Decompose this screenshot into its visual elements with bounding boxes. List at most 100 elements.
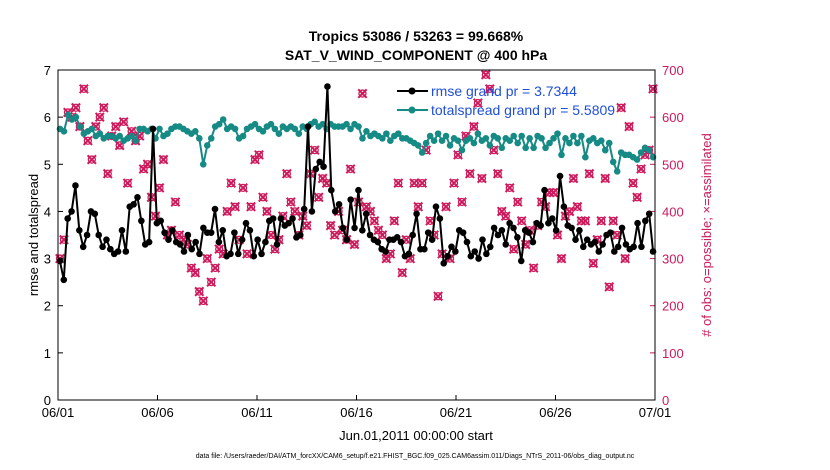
rmse-point	[405, 250, 413, 258]
rmse-point	[432, 203, 440, 211]
totalspread-point	[570, 132, 577, 140]
obs-assimilated-point	[198, 296, 209, 306]
totalspread-point	[199, 160, 207, 168]
obs-assimilated-point	[190, 267, 201, 278]
obs-assimilated-point	[516, 215, 527, 226]
rmse-point	[114, 248, 122, 255]
obs-assimilated-point	[285, 197, 296, 207]
totalspread-point	[414, 142, 422, 149]
rmse-point	[343, 236, 351, 244]
obs-assimilated-point	[548, 187, 559, 198]
rmse-point	[525, 229, 533, 236]
y-right-tick-label: 600	[662, 110, 684, 125]
totalspread-point	[343, 120, 350, 128]
obs-assimilated-point	[492, 168, 503, 179]
totalspread-point	[88, 125, 96, 133]
totalspread-point	[430, 137, 438, 145]
totalspread-point	[558, 151, 565, 159]
rmse-point	[510, 224, 517, 232]
y-tick-label: 7	[44, 63, 51, 78]
rmse-point	[273, 241, 281, 248]
totalspread-point	[645, 146, 653, 154]
rmse-point	[165, 236, 172, 244]
obs-assimilated-point	[632, 192, 642, 203]
obs-assimilated-point	[389, 215, 400, 226]
obs-assimilated-point	[465, 168, 475, 179]
obs-assimilated-point	[508, 244, 519, 255]
obs-assimilated-point	[158, 154, 169, 165]
obs-assimilated-point	[142, 159, 153, 170]
rmse-point	[498, 226, 506, 234]
rmse-point	[339, 224, 347, 232]
rmse-point	[413, 210, 420, 218]
rmse-point	[359, 226, 366, 234]
rmse-point	[335, 201, 343, 208]
rmse-point	[393, 234, 401, 241]
obs-assimilated-point	[86, 154, 97, 165]
totalspread-point	[605, 139, 613, 147]
obs-assimilated-point	[71, 102, 81, 113]
obs-assimilated-point	[528, 263, 539, 273]
rmse-point	[227, 250, 234, 258]
totalspread-point	[474, 130, 482, 137]
obs-assimilated-point	[369, 215, 380, 226]
rmse-point	[215, 238, 223, 246]
totalspread-point	[494, 135, 502, 142]
rmse-point	[545, 219, 552, 227]
rmse-point	[207, 229, 215, 236]
obs-assimilated-point	[345, 164, 356, 174]
obs-assimilated-point	[349, 239, 360, 250]
legend-rmse-label: rmse grand pr = 3.7344	[431, 83, 577, 99]
rmse-point	[618, 224, 626, 232]
rmse-point	[68, 208, 75, 215]
obs-assimilated-point	[409, 178, 420, 189]
rmse-point	[483, 250, 490, 258]
rmse-point	[610, 248, 618, 255]
rmse-point	[296, 231, 304, 239]
obs-assimilated-point	[254, 149, 264, 160]
totalspread-point	[379, 135, 386, 142]
rmse-point	[103, 236, 110, 244]
totalspread-point	[566, 139, 573, 147]
totalspread-point	[355, 123, 362, 130]
rmse-point	[614, 243, 622, 251]
obs-assimilated-point	[289, 206, 300, 217]
totalspread-point	[522, 144, 529, 152]
rmse-point	[630, 243, 637, 251]
totalspread-point	[482, 135, 490, 142]
x-axis-label: Jun.01,2011 00:00:00 start	[339, 428, 493, 443]
totalspread-point	[458, 146, 466, 154]
rmse-point	[180, 248, 188, 255]
rmse-point	[576, 226, 583, 234]
totalspread-point	[96, 130, 104, 137]
totalspread-point	[601, 146, 609, 154]
rmse-point	[130, 201, 137, 208]
rmse-point	[79, 243, 87, 251]
y-tick-label: 2	[44, 299, 51, 314]
rmse-point	[645, 210, 653, 218]
obs-assimilated-point	[413, 201, 424, 212]
rmse-point	[556, 172, 564, 180]
totalspread-point	[597, 137, 605, 145]
y-tick-label: 4	[44, 204, 51, 219]
obs-assimilated-point	[556, 253, 567, 264]
obs-assimilated-point	[449, 178, 459, 189]
obs-assimilated-point	[616, 102, 627, 113]
obs-assimilated-point	[472, 98, 483, 108]
rmse-point	[591, 238, 599, 246]
rmse-point	[514, 234, 521, 241]
obs-assimilated-point	[628, 178, 639, 189]
rmse-point	[250, 252, 258, 260]
rmse-point	[409, 231, 417, 239]
obs-assimilated-point	[484, 83, 495, 94]
obs-assimilated-point	[313, 192, 324, 203]
totalspread-point	[347, 125, 354, 133]
rmse-point	[440, 259, 448, 267]
legend: rmse grand pr = 3.7344 totalspread grand…	[397, 83, 615, 118]
totalspread-point	[542, 144, 549, 152]
y-right-tick-label: 100	[662, 346, 684, 361]
totalspread-point	[438, 137, 446, 145]
rmse-point	[196, 250, 203, 258]
obs-assimilated-point	[238, 182, 248, 193]
rmse-point	[192, 238, 199, 246]
